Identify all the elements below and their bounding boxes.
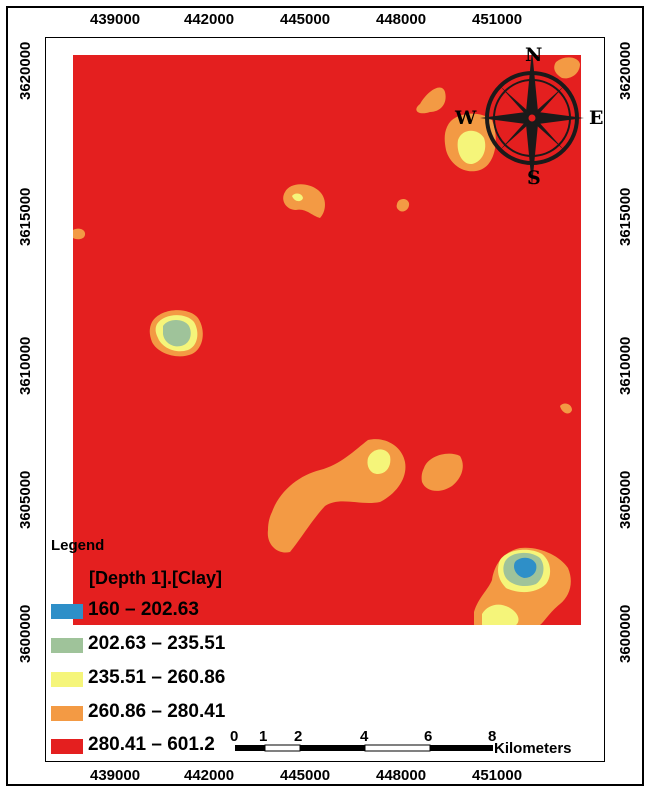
legend-layer-name: [Depth 1].[Clay] — [89, 568, 223, 588]
zone-north-blob — [283, 184, 325, 218]
compass-nw-point — [500, 86, 532, 118]
zone-south-band-yellow — [367, 449, 391, 474]
legend-swatch-5 — [51, 739, 83, 754]
x-tick-bottom-2: 442000 — [184, 767, 235, 784]
x-tick-top-3: 445000 — [280, 11, 331, 28]
legend-label-1: 160 – 202.63 — [88, 599, 199, 620]
x-tick-top-4: 448000 — [376, 11, 427, 28]
legend-swatch-1 — [51, 604, 83, 619]
zone-south-blob — [421, 453, 463, 491]
legend-swatch-2 — [51, 638, 83, 653]
x-tick-top-1: 439000 — [90, 11, 141, 28]
zone-north-blob-core — [292, 193, 303, 202]
compass-label-w: W — [455, 107, 477, 129]
compass-east-point — [532, 112, 584, 124]
zone-east-edge — [560, 403, 572, 414]
scale-label-1: 1 — [259, 728, 268, 745]
scale-label-4: 4 — [360, 728, 369, 745]
scale-label-2: 2 — [294, 728, 303, 745]
x-tick-bottom-4: 448000 — [376, 767, 427, 784]
zone-ne-orange-3 — [554, 57, 580, 79]
zone-ne-yellow — [457, 130, 486, 165]
zone-se-blue — [514, 557, 537, 578]
compass-label-e: E — [589, 107, 604, 129]
scale-unit-label: Kilometers — [494, 740, 572, 757]
legend-label-3: 235.51 – 260.86 — [88, 667, 226, 688]
scale-seg-2 — [264, 744, 301, 752]
x-tick-top-2: 442000 — [184, 11, 235, 28]
scale-label-6: 6 — [424, 728, 433, 745]
legend-swatch-4 — [51, 706, 83, 721]
scale-label-0: 0 — [230, 728, 239, 745]
legend-label-2: 202.63 – 235.51 — [88, 633, 226, 654]
zone-west-edge — [73, 228, 86, 240]
legend-title: Legend — [51, 537, 105, 554]
legend-label-5: 280.41 – 601.2 — [88, 734, 215, 755]
legend-label-4: 260.86 – 280.41 — [88, 701, 226, 722]
map-background-class-5 — [73, 55, 581, 625]
compass-west-point — [480, 112, 532, 124]
x-tick-top-5: 451000 — [472, 11, 523, 28]
compass-label-s: S — [527, 167, 541, 189]
legend-swatch-3 — [51, 672, 83, 687]
north-arrow — [480, 50, 584, 186]
zone-small-dot — [396, 198, 410, 212]
map-neatline — [45, 37, 605, 762]
scale-seg-5 — [430, 745, 493, 751]
scale-seg-4 — [364, 744, 431, 752]
compass-se-point — [532, 118, 564, 150]
x-tick-bottom-5: 451000 — [472, 767, 523, 784]
scale-label-8: 8 — [488, 728, 497, 745]
zone-ne-orange — [416, 87, 446, 114]
compass-center — [527, 113, 537, 123]
compass-ne-point — [532, 86, 564, 118]
scale-seg-1 — [235, 745, 265, 751]
scale-bar — [235, 744, 493, 752]
zone-se-yellow-2 — [482, 604, 519, 625]
compass-south-point — [526, 118, 538, 186]
compass-sw-point — [500, 118, 532, 150]
zone-west-ring-green — [163, 320, 191, 347]
x-tick-bottom-1: 439000 — [90, 767, 141, 784]
x-tick-bottom-3: 445000 — [280, 767, 331, 784]
compass-label-n: N — [525, 44, 543, 66]
compass-north-point — [526, 50, 538, 118]
scale-seg-3 — [300, 745, 365, 751]
